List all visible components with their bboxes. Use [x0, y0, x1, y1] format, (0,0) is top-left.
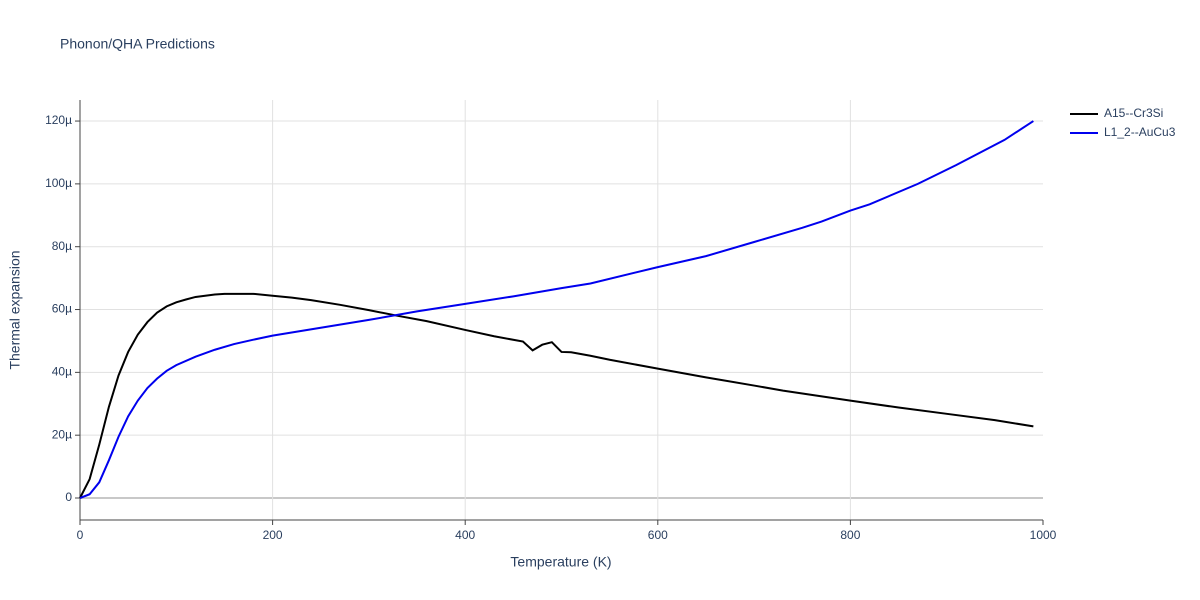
line-series — [79, 292, 1034, 499]
legend-label: A15--Cr3Si — [1104, 106, 1163, 120]
legend-label: L1_2--AuCu3 — [1104, 125, 1176, 139]
x-tick-label: 800 — [840, 528, 860, 542]
x-tick-label: 600 — [648, 528, 668, 542]
y-tick-label: 40µ — [52, 365, 72, 379]
y-tick-label: 80µ — [52, 239, 72, 253]
x-tick-label: 0 — [77, 528, 84, 542]
line-series — [79, 120, 1034, 499]
y-axis-label: Thermal expansion — [7, 250, 23, 369]
x-tick-label: 1000 — [1030, 528, 1057, 542]
x-tick-label: 400 — [455, 528, 475, 542]
y-tick-label: 100µ — [45, 176, 72, 190]
y-tick-label: 20µ — [52, 427, 72, 441]
y-tick-label: 60µ — [52, 302, 72, 316]
y-tick-label: 120µ — [45, 113, 72, 127]
x-axis-label: Temperature (K) — [510, 554, 611, 570]
chart-title: Phonon/QHA Predictions — [60, 36, 215, 52]
x-tick-label: 200 — [263, 528, 283, 542]
y-tick-label: 0 — [65, 490, 72, 504]
